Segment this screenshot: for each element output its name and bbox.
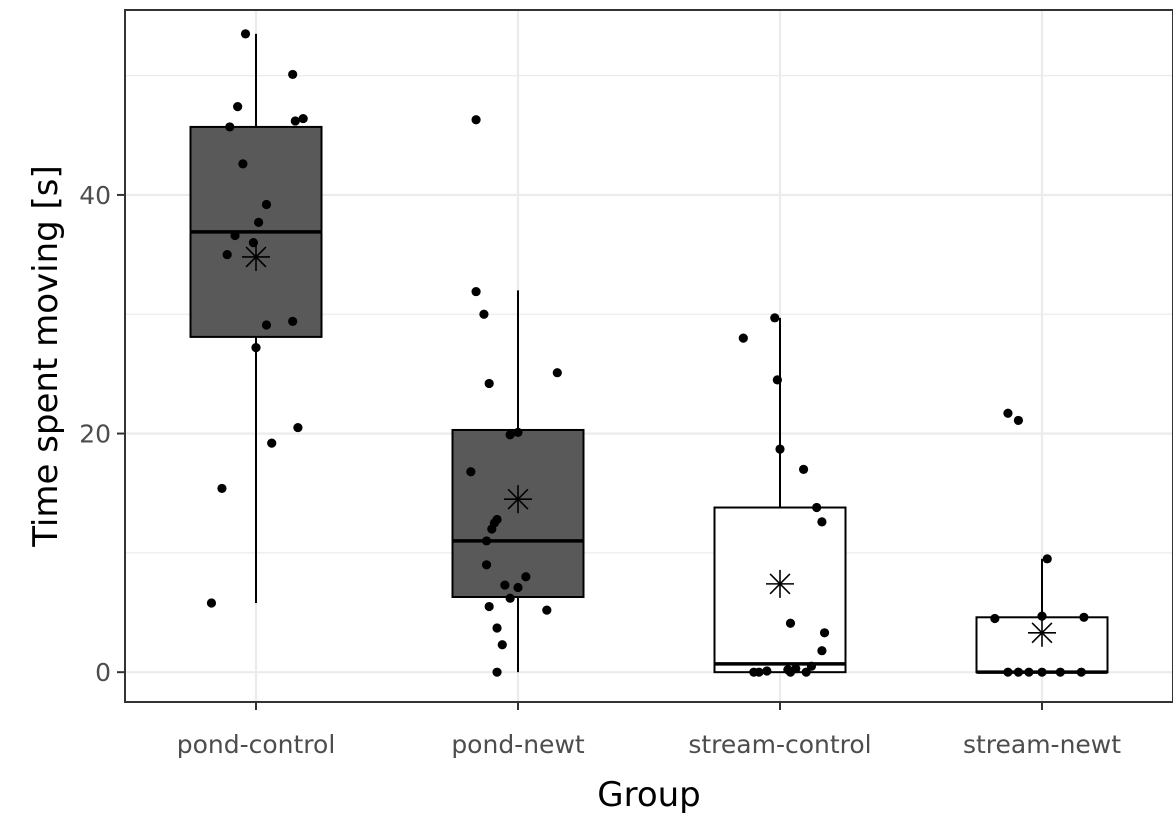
data-point [1003, 667, 1013, 677]
data-point [1013, 667, 1024, 677]
x-axis-title: Group [597, 775, 701, 815]
data-point [513, 427, 523, 437]
data-point [225, 122, 235, 132]
data-point [1037, 667, 1047, 677]
data-point [484, 601, 494, 612]
data-point [738, 333, 748, 343]
data-point [1055, 667, 1065, 677]
data-point [261, 320, 272, 330]
plot-panel-border [124, 9, 1173, 703]
data-point [1037, 611, 1047, 621]
data-point [990, 613, 1000, 624]
data-point [497, 640, 507, 650]
data-point [817, 517, 827, 527]
x-tick-label: stream-newt [963, 730, 1121, 759]
x-tick-label: stream-control [688, 730, 871, 759]
data-point [542, 605, 552, 615]
data-point [233, 102, 243, 112]
data-point [487, 524, 497, 534]
mean-marker [766, 569, 794, 598]
data-point [481, 536, 492, 546]
data-point [513, 582, 523, 593]
x-tick-label: pond-control [177, 730, 336, 759]
y-axis-ticks: 0 20 40 [79, 181, 125, 687]
data-point [254, 217, 264, 227]
mean-markers [242, 242, 1056, 647]
data-point [798, 464, 809, 474]
box-stream-control [713, 317, 847, 674]
data-point [290, 116, 300, 126]
data-point [505, 430, 515, 440]
data-point [505, 593, 515, 603]
box-pond-newt [451, 290, 585, 673]
data-point [206, 598, 217, 608]
data-point [1042, 554, 1052, 564]
box-pond-control [189, 33, 323, 603]
data-point [1024, 667, 1034, 677]
data-point [471, 286, 481, 297]
data-point [1013, 415, 1024, 426]
data-point [267, 438, 277, 448]
data-points [206, 29, 1089, 677]
data-point [819, 628, 830, 638]
data-point [479, 309, 489, 319]
grid-lines [125, 10, 1173, 702]
boxes [189, 33, 1109, 674]
mean-marker [242, 242, 270, 271]
data-point [1003, 408, 1013, 418]
data-point [1079, 612, 1089, 622]
data-point [484, 378, 494, 389]
data-point [217, 483, 227, 494]
data-point [222, 249, 232, 260]
x-tick-label: pond-newt [451, 730, 585, 759]
y-tick-label: 40 [79, 181, 111, 210]
data-point [240, 29, 251, 39]
data-point [230, 230, 240, 241]
mean-marker-stroke [769, 573, 791, 595]
mean-marker-stroke [507, 488, 529, 510]
data-point [762, 666, 772, 676]
data-point [251, 343, 261, 353]
data-point [806, 661, 817, 671]
data-point [817, 646, 827, 656]
data-point [238, 159, 248, 169]
data-point [812, 502, 822, 513]
y-tick-label: 20 [79, 420, 111, 449]
data-point [775, 444, 785, 454]
data-point [770, 313, 780, 323]
x-axis-ticks: pond-control pond-newt stream-control strea… [177, 702, 1121, 759]
mean-marker-stroke [245, 246, 267, 268]
data-point [785, 618, 796, 628]
data-point [288, 69, 298, 80]
data-point [492, 667, 502, 677]
y-tick-label: 0 [95, 658, 111, 687]
data-point [521, 572, 531, 582]
data-point [481, 560, 492, 570]
data-point [801, 667, 811, 677]
data-point [754, 667, 764, 677]
iqr-box [451, 428, 585, 599]
data-point [293, 422, 303, 433]
data-point [261, 199, 272, 210]
data-point [471, 115, 481, 125]
data-point [298, 113, 308, 124]
mean-marker [1028, 618, 1056, 647]
data-point [288, 316, 298, 326]
data-point [772, 375, 782, 385]
data-point [1076, 667, 1086, 677]
data-point [500, 580, 510, 590]
data-point [492, 623, 502, 633]
data-point [552, 368, 562, 378]
data-point [785, 667, 796, 677]
mean-marker [504, 485, 532, 514]
y-axis-title: Time spent moving [s] [26, 165, 66, 548]
data-point [466, 467, 476, 477]
mean-marker-stroke [1031, 622, 1053, 644]
